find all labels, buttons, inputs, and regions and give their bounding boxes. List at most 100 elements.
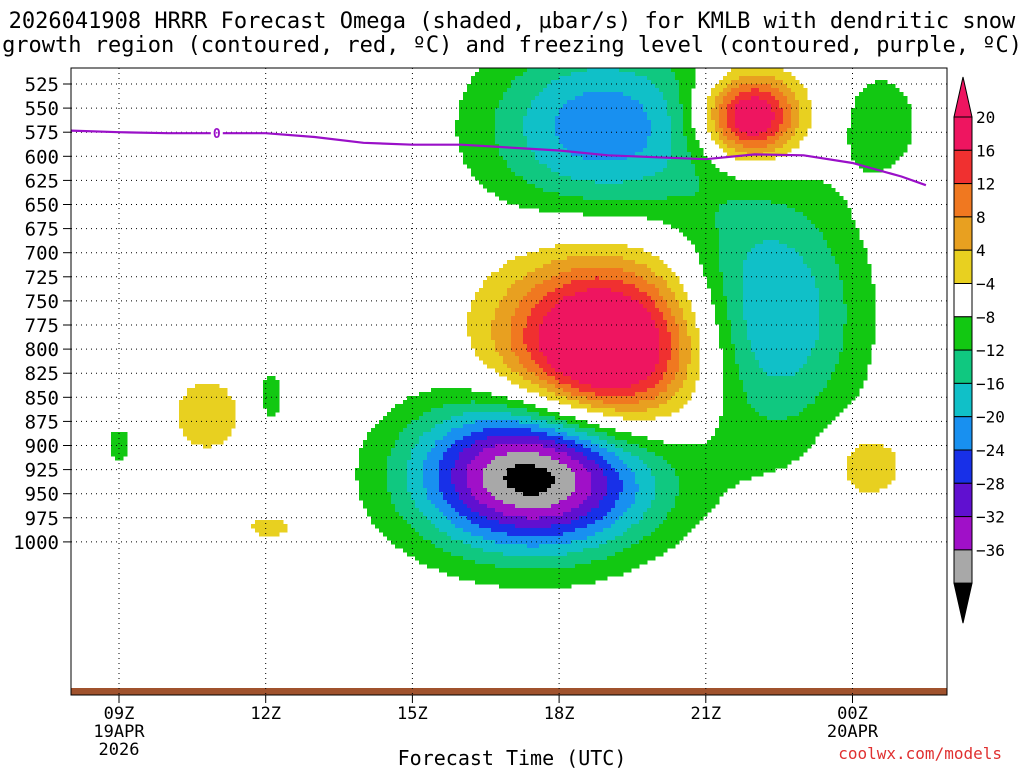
omega-cell <box>567 84 572 89</box>
omega-cell <box>535 428 540 433</box>
omega-cell <box>535 292 540 297</box>
omega-cell <box>443 424 448 429</box>
omega-shading <box>111 68 912 589</box>
omega-cell <box>527 100 532 105</box>
omega-cell <box>539 568 544 573</box>
omega-cell <box>523 316 528 321</box>
omega-cell <box>507 288 512 293</box>
omega-cell <box>467 576 472 581</box>
omega-cell <box>187 408 192 413</box>
omega-cell <box>583 284 588 289</box>
omega-cell <box>471 500 476 505</box>
omega-cell <box>563 244 568 249</box>
omega-cell <box>523 188 528 193</box>
omega-cell <box>271 388 276 393</box>
omega-cell <box>555 120 560 125</box>
omega-cell <box>495 328 500 333</box>
omega-cell <box>495 308 500 313</box>
omega-cell <box>511 80 516 85</box>
omega-cell <box>367 464 372 469</box>
omega-cell <box>551 324 556 329</box>
omega-cell <box>515 272 520 277</box>
omega-cell <box>503 540 508 545</box>
omega-cell <box>495 304 500 309</box>
omega-cell <box>527 564 532 569</box>
omega-cell <box>535 520 540 525</box>
omega-cell <box>539 204 544 209</box>
omega-cell <box>475 348 480 353</box>
omega-cell <box>395 416 400 421</box>
omega-cell <box>567 568 572 573</box>
omega-cell <box>511 376 516 381</box>
omega-cell <box>459 508 464 513</box>
omega-cell <box>591 88 596 93</box>
omega-cell <box>587 460 592 465</box>
omega-cell <box>203 392 208 397</box>
omega-cell <box>531 516 536 521</box>
omega-cell <box>507 276 512 281</box>
omega-cell <box>487 284 492 289</box>
omega-cell <box>511 120 516 125</box>
omega-cell <box>579 556 584 561</box>
omega-cell <box>403 520 408 525</box>
omega-cell <box>595 424 600 429</box>
omega-cell <box>567 344 572 349</box>
omega-cell <box>591 524 596 529</box>
omega-cell <box>523 484 528 489</box>
omega-cell <box>591 332 596 337</box>
omega-cell <box>199 428 204 433</box>
omega-cell <box>539 456 544 461</box>
omega-cell <box>479 168 484 173</box>
omega-cell <box>359 456 364 461</box>
omega-cell <box>571 492 576 497</box>
omega-cell <box>571 544 576 549</box>
omega-cell <box>539 488 544 493</box>
omega-cell <box>539 500 544 505</box>
omega-cell <box>219 388 224 393</box>
omega-cell <box>523 196 528 201</box>
omega-cell <box>383 444 388 449</box>
omega-cell <box>539 92 544 97</box>
omega-cell <box>575 344 580 349</box>
omega-cell <box>587 124 592 129</box>
omega-cell <box>383 464 388 469</box>
omega-cell <box>567 284 572 289</box>
omega-cell <box>523 356 528 361</box>
omega-cell <box>551 540 556 545</box>
omega-cell <box>579 488 584 493</box>
omega-cell <box>427 456 432 461</box>
omega-cell <box>471 140 476 145</box>
omega-cell <box>491 548 496 553</box>
omega-cell <box>591 308 596 313</box>
omega-cell <box>583 308 588 313</box>
omega-cell <box>515 412 520 417</box>
omega-cell <box>563 284 568 289</box>
omega-cell <box>583 504 588 509</box>
omega-cell <box>459 552 464 557</box>
omega-cell <box>523 508 528 513</box>
omega-cell <box>515 432 520 437</box>
omega-cell <box>547 452 552 457</box>
omega-cell <box>535 284 540 289</box>
omega-cell <box>427 404 432 409</box>
omega-cell <box>539 72 544 77</box>
omega-cell <box>519 164 524 169</box>
omega-cell <box>511 352 516 357</box>
omega-cell <box>539 564 544 569</box>
omega-cell <box>519 376 524 381</box>
omega-cell <box>531 468 536 473</box>
omega-cell <box>587 580 592 585</box>
omega-cell <box>399 404 404 409</box>
omega-cell <box>459 124 464 129</box>
omega-cell <box>547 556 552 561</box>
omega-cell <box>543 352 548 357</box>
omega-cell <box>571 296 576 301</box>
omega-cell <box>559 280 564 285</box>
omega-cell <box>511 184 516 189</box>
omega-cell <box>531 188 536 193</box>
omega-cell <box>579 120 584 125</box>
omega-cell <box>495 68 500 73</box>
omega-cell <box>487 104 492 109</box>
omega-cell <box>443 400 448 405</box>
omega-cell <box>559 156 564 161</box>
